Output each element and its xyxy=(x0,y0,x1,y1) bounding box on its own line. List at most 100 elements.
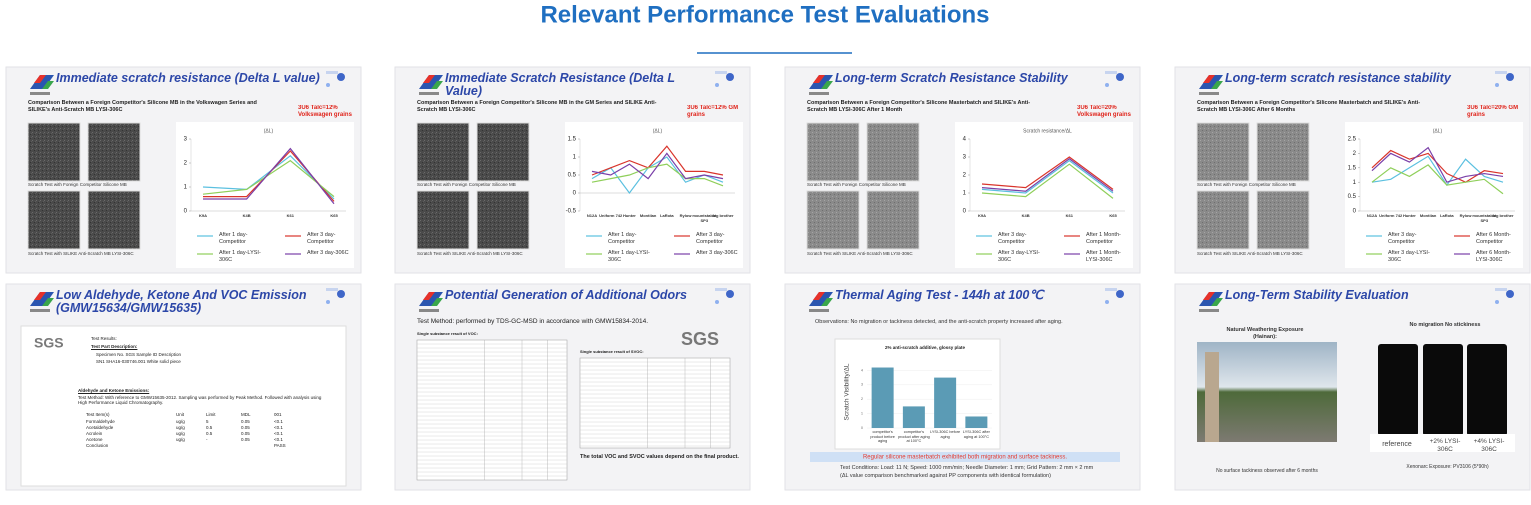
table-caption: Single substance result of VOC: xyxy=(417,332,478,336)
bar xyxy=(965,416,988,428)
table-header: 001 xyxy=(274,412,282,417)
decor xyxy=(1495,83,1499,87)
chart-title: 2% anti-scratch additive, glossy plate xyxy=(885,345,966,350)
table-header: Unit xyxy=(176,412,185,417)
text-box: Thermal Aging Test - 144h at 100℃ xyxy=(835,289,1043,302)
text-box: Rylow xyxy=(1460,214,1472,218)
bar xyxy=(902,406,925,428)
slide-note: 3U6 Talc=20% Volkswagen grains xyxy=(1077,105,1131,119)
text-box: Test Results: xyxy=(91,336,117,341)
logo xyxy=(813,75,825,83)
table-cell: <0.1 xyxy=(274,431,283,436)
logo xyxy=(42,298,54,306)
x-tick-label: Hunter xyxy=(622,214,636,218)
logo xyxy=(423,292,435,300)
text-box: (ΔL value comparison benchmarked against… xyxy=(840,473,1051,479)
y-tick-label: 0 xyxy=(573,191,577,197)
x-tick-label: competitor's product after aging at 100°… xyxy=(898,430,930,444)
x-tick-label: Uniform 742 xyxy=(1379,214,1403,218)
text-box: Montilan xyxy=(640,214,656,218)
decor xyxy=(1105,83,1109,87)
series-line xyxy=(1371,149,1504,183)
series-line xyxy=(591,145,724,176)
text-box: N12A xyxy=(1367,214,1377,218)
y-tick-label: 0 xyxy=(861,426,863,430)
table xyxy=(579,357,731,449)
decor xyxy=(715,83,719,87)
text-box: Comparison Between a Foreign Competitor'… xyxy=(417,100,657,113)
text-box: K4B xyxy=(1022,214,1030,218)
text-box: Test Method: With reference to GMW15635-… xyxy=(78,395,322,406)
table-caption: Single substance result of SVOC: xyxy=(580,350,644,354)
table-header: Test Item(s) xyxy=(86,412,110,417)
sample-image xyxy=(866,190,920,250)
x-tick-label: K9A xyxy=(198,214,207,218)
series-line xyxy=(203,147,335,205)
decor xyxy=(1105,300,1109,304)
text-box: 3U6 Talc=20% GM grains xyxy=(1467,105,1518,118)
text-box: Scratch Test with SILIKE Anti-Scratch MB… xyxy=(1197,251,1303,256)
decor xyxy=(1116,290,1124,298)
report-line: SN1 SHA16-030746.001 White solid piece xyxy=(96,359,181,364)
image-caption: Scratch Test with SILIKE Anti-Scratch MB… xyxy=(417,251,523,256)
legend-label: After 1 Month-LYSI-306C xyxy=(1086,250,1121,263)
page-title: Relevant Performance Test Evaluations xyxy=(540,1,989,28)
x-tick-label: LaRota xyxy=(1440,214,1454,218)
logo xyxy=(1203,292,1215,300)
decor xyxy=(1506,290,1514,298)
x-tick-label: LaRota xyxy=(660,214,674,218)
sample-image xyxy=(1196,190,1250,250)
report-line: Aldehyde and Ketone Emissions: xyxy=(78,388,150,393)
sample-image xyxy=(476,122,530,182)
observation: Observations: No migration or tackiness … xyxy=(815,319,1063,325)
sample-image xyxy=(476,190,530,250)
report-line: Test Part Description: xyxy=(91,344,138,349)
table-cell: Acetaldehyde xyxy=(86,425,114,430)
slide-subtitle: Comparison Between a Foreign Competitor'… xyxy=(417,100,657,113)
text-box: Single substance result of VOC: xyxy=(417,332,478,336)
bar xyxy=(871,367,894,428)
text-box: Test Conditions: Load: 11 N; Speed: 1000… xyxy=(840,465,1093,471)
table-cell: Acrolein xyxy=(86,431,103,436)
sgs-logo: SGS xyxy=(34,335,64,351)
text-box: After 3 day-LYSI-306C xyxy=(1388,250,1430,263)
image-caption: Scratch Test with Foreign Competitor Sil… xyxy=(1197,182,1296,187)
report-line: Specimen No. SGS Sample ID Description xyxy=(96,352,182,357)
y-tick-label: 1.5 xyxy=(1348,165,1357,171)
photo-caption: No surface tackiness observed after 6 mo… xyxy=(1216,468,1318,474)
text-box: mountstable SP3 xyxy=(692,214,716,223)
sample-image xyxy=(27,122,81,182)
legend-label: After 3 day-306C xyxy=(307,250,349,256)
series-line xyxy=(981,163,1114,199)
table-cell: 0.05 xyxy=(241,425,250,430)
text-box: Long-Term Stability Evaluation xyxy=(1225,289,1409,302)
report-line: Test Method: With reference to GMW15635-… xyxy=(78,395,322,406)
bar xyxy=(934,377,957,428)
text-box: Scratch Test with Foreign Competitor Sil… xyxy=(28,182,127,187)
logo-caption xyxy=(419,309,439,312)
text-box: Scratch Test with SILIKE Anti-Scratch MB… xyxy=(417,251,523,256)
decor xyxy=(1105,288,1117,291)
x-tick-label: Hunter xyxy=(1402,214,1416,218)
x-tick-label: K65 xyxy=(330,214,338,218)
slide-title: Low Aldehyde, Ketone And VOC Emission (G… xyxy=(56,289,307,316)
sample-image xyxy=(1196,122,1250,182)
text-box: No migration No stickiness xyxy=(1410,322,1481,328)
text-box: K65 xyxy=(330,214,338,218)
logo-caption xyxy=(1199,92,1219,95)
y-tick-label: 1 xyxy=(184,185,188,191)
slide-subtitle: Comparison Between a Foreign Competitor'… xyxy=(28,100,257,113)
legend-label: After 1 day-LYSI-306C xyxy=(219,250,261,263)
text-box: Low Aldehyde, Ketone And VOC Emission (G… xyxy=(56,289,307,316)
logo xyxy=(1211,298,1223,306)
series-line xyxy=(202,159,335,198)
text-box: 3U6 Talc=20% Volkswagen grains xyxy=(1077,105,1131,119)
logo xyxy=(34,75,46,83)
plate-label: +2% LYSI-306C xyxy=(1429,438,1461,453)
table-cell: <0.1 xyxy=(274,419,283,424)
sample-image xyxy=(416,190,470,250)
sgs-logo: SGS xyxy=(681,329,719,349)
logo xyxy=(821,298,833,306)
text-box: Scratch Test with Foreign Competitor Sil… xyxy=(807,182,906,187)
decor xyxy=(726,73,734,81)
